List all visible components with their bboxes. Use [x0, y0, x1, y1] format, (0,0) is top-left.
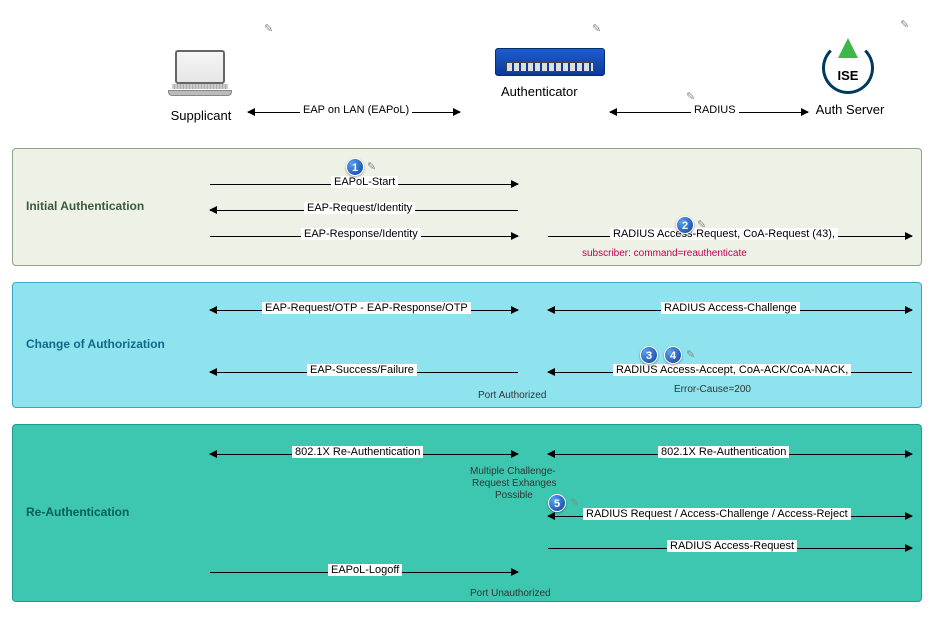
arrow-head	[511, 232, 519, 240]
arrow-head	[209, 368, 217, 376]
arrow-head	[905, 232, 913, 240]
step-badge-5: 5	[548, 494, 566, 512]
arrow-head	[547, 368, 555, 376]
note-label: Port Authorized	[478, 390, 546, 401]
note-label: Port Unauthorized	[470, 588, 551, 599]
arrow-head	[801, 108, 809, 116]
arrow-label: EAP-Request/OTP - EAP-Response/OTP	[262, 302, 471, 314]
diagram-root: Supplicant Authenticator ISE Auth Server EAP…	[0, 0, 936, 620]
arrow-label: EAP on LAN (EAPoL)	[300, 104, 412, 116]
arrow-head	[511, 306, 519, 314]
note-label: Error-Cause=200	[674, 384, 751, 395]
arrow-head	[209, 306, 217, 314]
arrow-head	[453, 108, 461, 116]
step-badge-1: 1	[346, 158, 364, 176]
edit-icon[interactable]: ✎	[592, 22, 601, 35]
edit-icon[interactable]: ✎	[367, 160, 376, 173]
step-badge-2: 2	[676, 216, 694, 234]
arrow-label: 802.1X Re-Authentication	[292, 446, 423, 458]
edit-icon[interactable]: ✎	[686, 348, 695, 361]
arrow-label: RADIUS Access-Request, CoA-Request (43),	[610, 228, 838, 240]
arrow-head	[511, 568, 519, 576]
arrow-label: RADIUS Access-Accept, CoA-ACK/CoA-NACK,	[613, 364, 851, 376]
edit-icon[interactable]: ✎	[264, 22, 273, 35]
arrow-head	[547, 450, 555, 458]
arrow-label: RADIUS	[691, 104, 739, 116]
authenticator-icon	[495, 48, 605, 88]
edit-icon[interactable]: ✎	[686, 90, 695, 103]
step-badge-3: 3	[640, 346, 658, 364]
note-label: Request Exhanges	[472, 478, 557, 489]
edit-icon[interactable]: ✎	[900, 18, 909, 31]
arrow-head	[247, 108, 255, 116]
arrow-label: 802.1X Re-Authentication	[658, 446, 789, 458]
step-badge-4: 4	[664, 346, 682, 364]
phase-reauth-title: Re-Authentication	[26, 505, 129, 519]
arrow-label: EAP-Request/Identity	[304, 202, 415, 214]
phase-coa-title: Change of Authorization	[26, 337, 165, 351]
arrow-label: RADIUS Request / Access-Challenge / Acce…	[583, 508, 851, 520]
arrow-head	[511, 180, 519, 188]
arrow-head	[209, 450, 217, 458]
arrow-head	[547, 512, 555, 520]
supplicant-icon	[165, 50, 235, 100]
phase-initial-title: Initial Authentication	[26, 199, 144, 213]
edit-icon[interactable]: ✎	[570, 496, 579, 509]
arrow-label: RADIUS Access-Challenge	[661, 302, 800, 314]
arrow-head	[547, 306, 555, 314]
arrow-head	[209, 206, 217, 214]
arrow-head	[511, 450, 519, 458]
arrow-label: RADIUS Access-Request	[667, 540, 797, 552]
arrow-label: EAPoL-Logoff	[328, 564, 402, 576]
auth-server-icon: ISE	[820, 40, 876, 96]
arrow-label: EAP-Response/Identity	[301, 228, 421, 240]
note-label: Possible	[495, 490, 533, 501]
arrow-head	[609, 108, 617, 116]
supplicant-label: Supplicant	[163, 108, 239, 123]
command-label: subscriber: command=reauthenticate	[582, 248, 747, 259]
arrow-label: EAP-Success/Failure	[307, 364, 417, 376]
phase-initial-box	[12, 148, 922, 266]
arrow-head	[905, 450, 913, 458]
auth-server-label: Auth Server	[810, 102, 890, 117]
authenticator-label: Authenticator	[501, 84, 578, 99]
arrow-head	[905, 306, 913, 314]
arrow-head	[905, 544, 913, 552]
arrow-label: EAPoL-Start	[331, 176, 398, 188]
note-label: Multiple Challenge-	[470, 466, 556, 477]
arrow-head	[905, 512, 913, 520]
edit-icon[interactable]: ✎	[697, 218, 706, 231]
